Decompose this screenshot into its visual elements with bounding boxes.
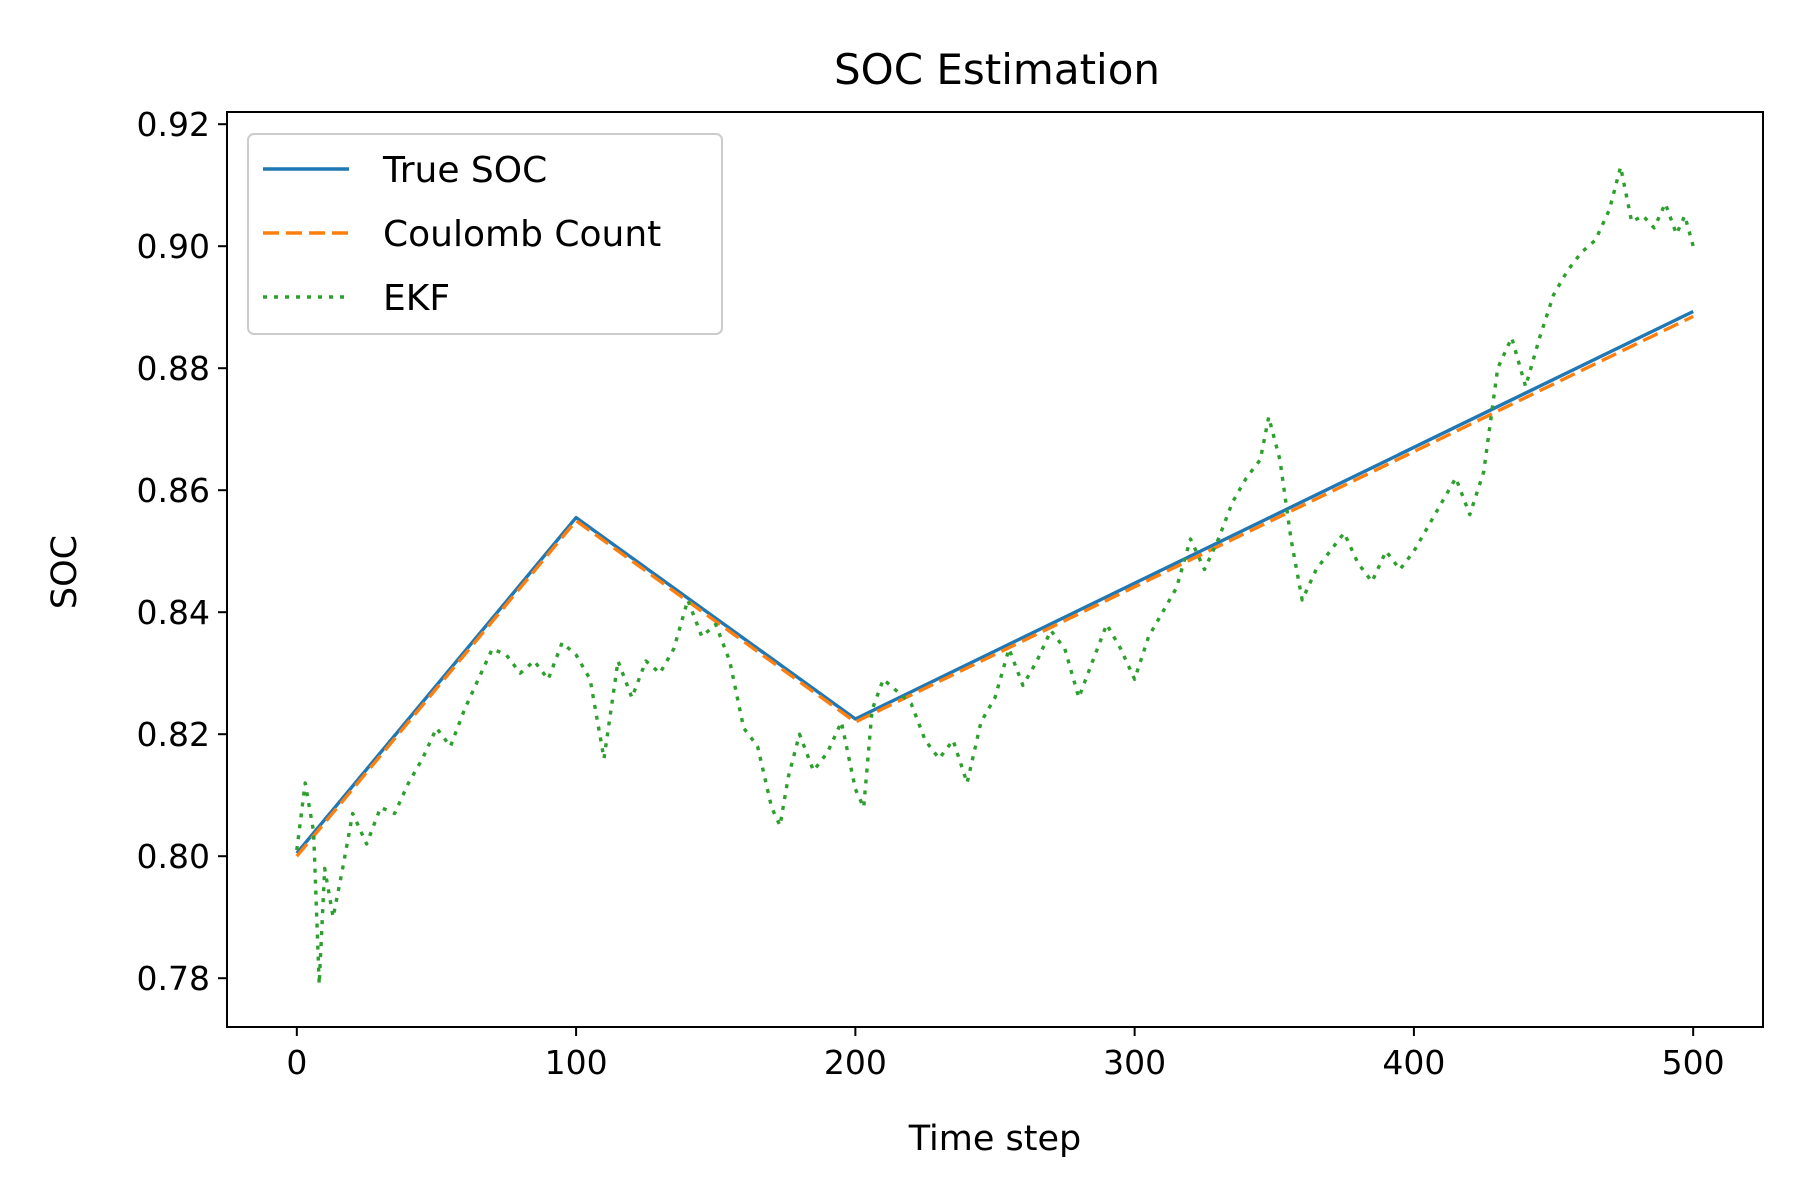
y-tick-label: 0.88 [137, 349, 210, 388]
series-line-true-soc [295, 309, 1694, 855]
x-tick-label: 400 [1382, 1043, 1445, 1082]
x-tick-label: 0 [286, 1043, 307, 1082]
x-axis: 0 100 200 300 400 500 [286, 1027, 1725, 1082]
x-tick-label: 300 [1103, 1043, 1166, 1082]
x-axis-title: Time step [908, 1119, 1082, 1159]
y-tick-label: 0.84 [137, 593, 210, 632]
y-tick-label: 0.92 [137, 105, 210, 144]
plot-frame [226, 111, 1764, 1028]
legend-box [247, 133, 723, 335]
x-tick-label: 200 [824, 1043, 887, 1082]
series-line-ekf [295, 165, 1695, 986]
legend: True SOC Coulomb Count EKF [247, 133, 723, 335]
y-tick-label: 0.78 [137, 959, 210, 998]
legend-label: Coulomb Count [383, 214, 661, 255]
legend-label: EKF [383, 278, 450, 319]
plot-area [295, 165, 1695, 986]
y-axis: 0.78 0.80 0.82 0.84 0.86 0.88 0.90 0.92 [137, 105, 227, 998]
series-line-coulomb-count [295, 314, 1694, 858]
y-tick-label: 0.80 [137, 837, 210, 876]
y-tick-label: 0.82 [137, 715, 210, 754]
y-tick-label: 0.86 [137, 471, 210, 510]
legend-label: True SOC [382, 150, 547, 191]
y-tick-label: 0.90 [137, 227, 210, 266]
x-tick-label: 100 [545, 1043, 608, 1082]
y-axis-title: SOC [45, 535, 85, 609]
chart-title: SOC Estimation [834, 45, 1160, 94]
x-tick-label: 500 [1662, 1043, 1725, 1082]
